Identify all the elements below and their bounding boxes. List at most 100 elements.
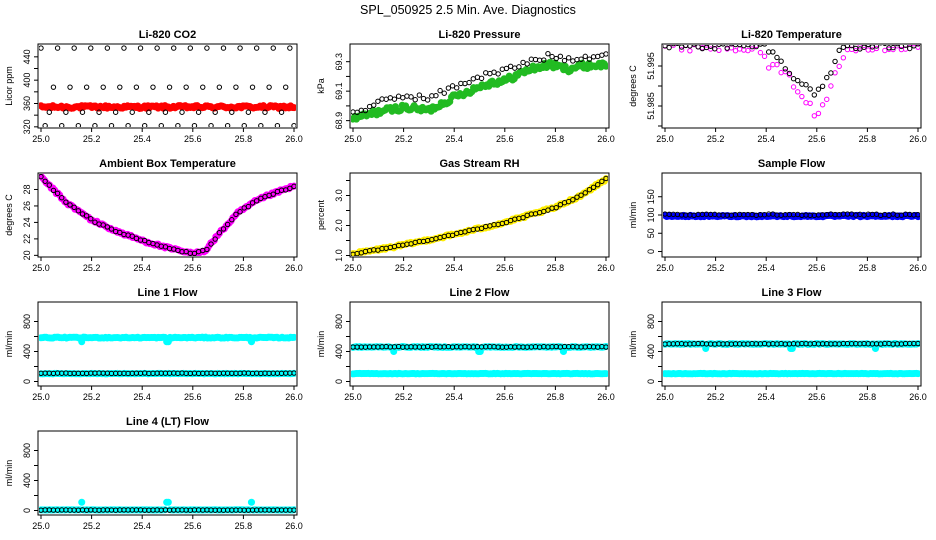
chart-panel: Line 2 Flow ml/min 0 400 800 25.0 25.2 25.4 25.6… — [316, 287, 615, 402]
x-tick-label: 25.0 — [344, 134, 362, 144]
y-tick-label: 800 — [22, 443, 32, 458]
data-point — [150, 84, 156, 90]
y-tick-label: 2.0 — [334, 219, 344, 232]
data-point — [391, 96, 398, 102]
x-tick-label: 25.2 — [395, 134, 413, 144]
data-point — [249, 200, 256, 206]
data-point — [75, 208, 82, 214]
dip-point — [476, 348, 483, 355]
data-point — [675, 45, 680, 47]
figure-title: SPL_050925 2.5 Min. Ave. Diagnostics — [360, 3, 576, 17]
data-point — [762, 45, 768, 47]
data-point — [79, 109, 86, 115]
data-point — [245, 203, 252, 210]
x-tick-label: 25.2 — [707, 134, 725, 144]
chart-panel: Li-820 Temperature degrees C 51.985 51.995 2… — [628, 29, 927, 144]
data-point — [687, 45, 693, 49]
data-point — [524, 61, 530, 67]
data-point — [220, 45, 227, 51]
y-tick-label: 69.1 — [334, 82, 344, 100]
data-point — [63, 199, 69, 205]
data-point — [200, 84, 206, 90]
data-point — [117, 84, 123, 90]
data-point — [141, 237, 148, 244]
data-point — [63, 109, 69, 115]
y-tick-label: 320 — [22, 119, 32, 134]
data-point — [158, 122, 164, 127]
dip-point — [247, 338, 255, 345]
data-point — [553, 55, 559, 62]
y-tick-label: 150 — [646, 189, 656, 204]
data-point — [88, 215, 94, 222]
data-point — [824, 96, 830, 103]
y-axis-label: degrees C — [4, 194, 14, 236]
spike-point — [78, 499, 85, 506]
chart-panel: Gas Stream RH percent 1.0 2.0 3.0 25.0 25.2 25.… — [316, 158, 615, 273]
data-point — [602, 62, 608, 70]
data-point — [270, 45, 276, 51]
data-point — [39, 45, 44, 51]
data-point — [46, 109, 52, 115]
data-point — [907, 45, 913, 52]
data-point — [46, 182, 52, 188]
data-point — [175, 122, 181, 127]
data-point — [291, 507, 296, 513]
data-point — [848, 45, 855, 49]
data-point — [216, 230, 223, 236]
x-tick-label: 25.8 — [859, 263, 877, 273]
data-point — [894, 45, 900, 47]
data-point — [50, 84, 57, 90]
y-tick-label: 800 — [334, 314, 344, 329]
data-point — [865, 45, 871, 48]
plot-frame — [37, 43, 298, 129]
chart-panel: Li-820 Pressure kPa 68.9 69.1 69.3 25.0 25.2 25… — [316, 29, 615, 144]
data-point — [549, 53, 555, 60]
x-tick-label: 25.4 — [133, 263, 151, 273]
data-point — [424, 97, 431, 103]
data-point — [117, 229, 123, 236]
spike-point — [247, 499, 255, 506]
data-point — [836, 63, 842, 70]
data-point — [67, 84, 73, 90]
x-tick-label: 26.0 — [909, 134, 927, 144]
x-tick-label: 25.2 — [83, 521, 101, 531]
data-point — [416, 92, 423, 98]
data-point — [129, 233, 135, 239]
data-point — [171, 45, 177, 51]
x-tick-label: 26.0 — [597, 134, 615, 144]
data-point — [71, 45, 77, 51]
data-point — [191, 122, 198, 127]
data-point — [224, 122, 231, 127]
marks-group — [39, 174, 296, 256]
data-point — [104, 45, 111, 51]
x-tick-label: 25.6 — [808, 263, 826, 273]
data-point — [565, 198, 572, 205]
dip-point — [164, 338, 171, 345]
data-point — [828, 83, 834, 89]
marks-group — [39, 333, 296, 378]
plot-frame — [661, 301, 922, 387]
data-point — [179, 109, 185, 115]
data-point — [716, 45, 722, 48]
data-point — [100, 222, 106, 228]
data-point — [495, 71, 501, 77]
data-point — [412, 97, 418, 103]
data-point — [786, 70, 793, 77]
y-tick-label: 24 — [22, 217, 32, 227]
data-point — [666, 45, 672, 51]
data-point — [578, 192, 584, 198]
data-point — [133, 84, 140, 90]
data-point — [104, 224, 111, 230]
chart-title: Li-820 Pressure — [439, 29, 521, 41]
data-point — [795, 89, 801, 95]
data-point — [520, 214, 526, 221]
data-point — [287, 45, 293, 51]
data-point — [790, 84, 797, 90]
x-tick-label: 25.6 — [808, 392, 826, 402]
chart-panel: Line 3 Flow ml/min 0 400 800 25.0 25.2 25.4 25.6… — [628, 287, 927, 402]
y-tick-label: 0 — [22, 508, 32, 513]
data-point — [565, 55, 572, 61]
chart-panel: Line 1 Flow ml/min 0 400 800 25.0 25.2 25.4 25.6… — [4, 287, 303, 402]
data-point — [50, 187, 57, 194]
data-point — [770, 49, 776, 55]
